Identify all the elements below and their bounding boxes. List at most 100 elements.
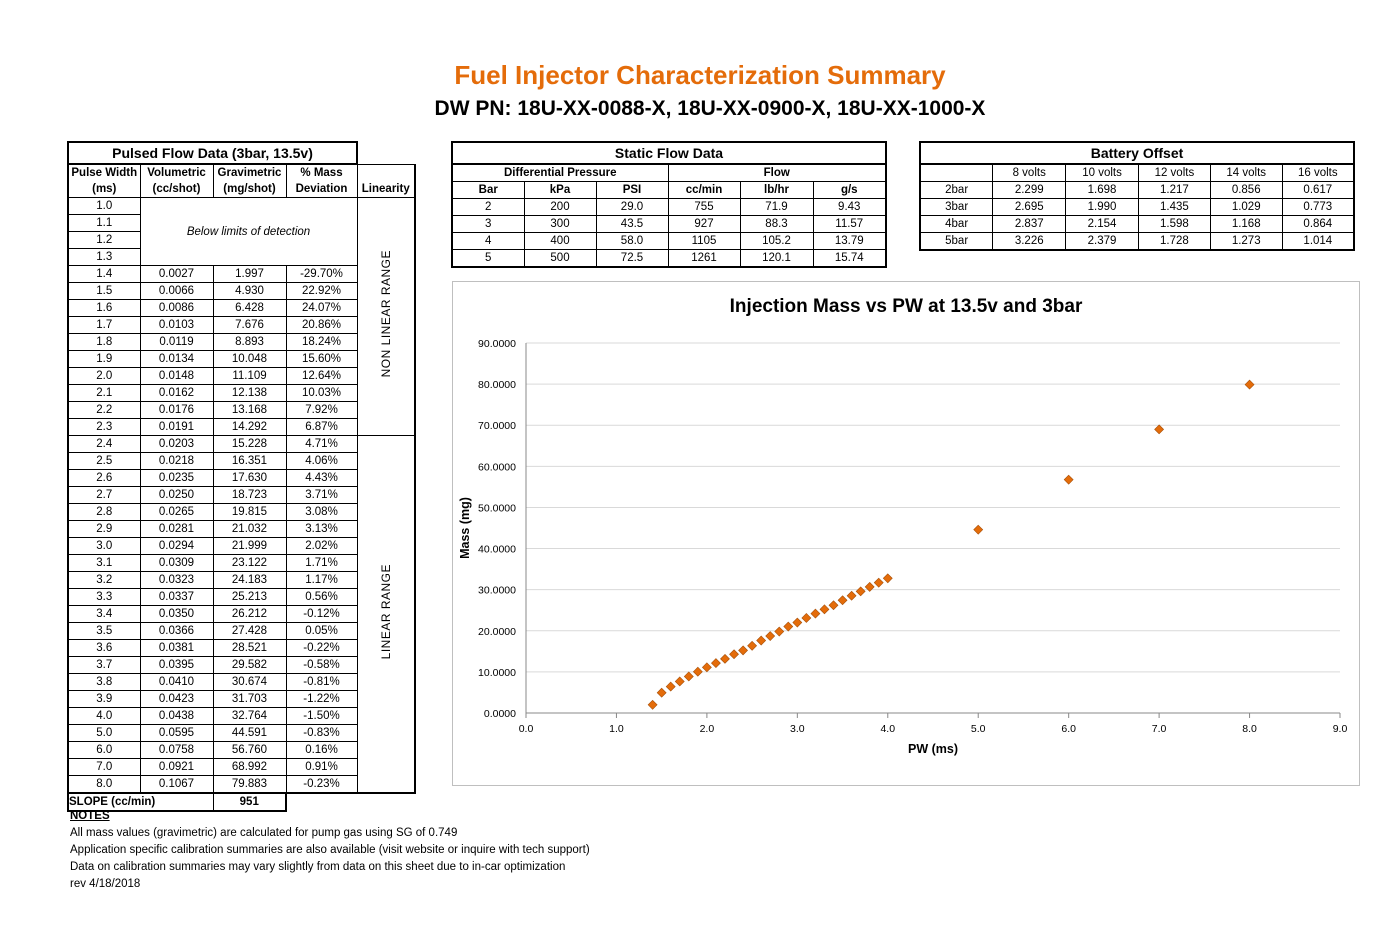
table-row: 2.7 0.0250 18.723 3.71% [67, 486, 415, 504]
data-point [855, 586, 866, 597]
static-cell: 88.3 [739, 215, 814, 233]
battery-header-cell: 8 volts [992, 163, 1067, 182]
volumetric-cell: 0.0103 [139, 316, 214, 334]
data-point [1244, 379, 1255, 390]
deviation-cell: 4.71% [285, 435, 358, 453]
slope-value: 951 [212, 792, 287, 812]
slope-label: SLOPE (cc/min) [67, 792, 214, 812]
volumetric-cell: 0.1067 [139, 775, 214, 794]
pulsed-header-cell: (mg/shot) [212, 181, 287, 198]
page-title: Fuel Injector Characterization Summary [454, 60, 946, 90]
deviation-cell: 0.91% [285, 758, 358, 776]
pulse-width-cell: 2.8 [67, 503, 141, 521]
table-row: 1.6 0.0086 6.428 24.07% [67, 299, 415, 317]
x-tick-label: 0.0 [519, 723, 534, 735]
gravimetric-cell: 26.212 [212, 605, 287, 623]
notes: NOTES All mass values (gravimetric) are … [70, 808, 590, 893]
pulsed-header-cell: % Mass [285, 163, 358, 181]
pulsed-header-cell: (ms) [67, 181, 141, 198]
y-tick-label: 70.0000 [478, 420, 516, 432]
x-tick-label: 9.0 [1333, 723, 1348, 735]
deviation-cell: -1.22% [285, 690, 358, 708]
deviation-cell: -1.50% [285, 707, 358, 725]
gravimetric-cell: 32.764 [212, 707, 287, 725]
data-point [711, 658, 721, 669]
pulse-width-cell: 3.6 [67, 639, 141, 657]
battery-header-cell: 12 volts [1137, 163, 1211, 182]
volumetric-cell: 0.0281 [139, 520, 214, 538]
data-point [774, 626, 785, 637]
gravimetric-cell: 18.723 [212, 486, 287, 504]
volumetric-cell: 0.0309 [139, 554, 214, 572]
static-cell: 5 [451, 249, 525, 268]
table-row: 3.6 0.0381 28.521 -0.22% [67, 639, 415, 657]
x-tick-label: 4.0 [880, 723, 895, 735]
pulse-width-cell: 3.8 [67, 673, 141, 691]
battery-cell: 1.168 [1209, 215, 1283, 233]
gravimetric-cell: 10.048 [212, 350, 287, 368]
deviation-cell: 4.06% [285, 452, 358, 470]
pulse-width-cell: 3.7 [67, 656, 141, 674]
volumetric-cell: 0.0176 [139, 401, 214, 419]
table-row: 3bar 2.695 1.990 1.435 1.029 0.773 [919, 198, 1355, 216]
pulse-width-cell: 3.3 [67, 588, 141, 606]
pulse-width-cell: 2.0 [67, 367, 141, 385]
notes-heading: NOTES [70, 810, 110, 822]
deviation-cell: 4.43% [285, 469, 358, 487]
volumetric-cell: 0.0086 [139, 299, 214, 317]
volumetric-cell: 0.0119 [139, 333, 214, 351]
battery-cell: 1.029 [1209, 198, 1283, 216]
pulse-width-cell: 2.9 [67, 520, 141, 538]
data-point [720, 653, 730, 664]
battery-cell: 1.217 [1137, 181, 1211, 199]
battery-cell: 0.856 [1209, 181, 1283, 199]
pulse-width-cell: 4.0 [67, 707, 141, 725]
battery-header-cell: 16 volts [1281, 163, 1355, 182]
pulse-width-cell: 1.0 [67, 197, 141, 215]
data-point [692, 666, 703, 677]
deviation-cell: 10.03% [285, 384, 358, 402]
pulsed-header-cell: Deviation [285, 181, 358, 198]
gravimetric-cell: 21.032 [212, 520, 287, 538]
battery-cell: 1.990 [1065, 198, 1139, 216]
x-tick-label: 5.0 [971, 723, 986, 735]
pulse-width-cell: 3.1 [67, 554, 141, 572]
data-point [1063, 474, 1074, 485]
volumetric-cell: 0.0148 [139, 367, 214, 385]
gravimetric-cell: 6.428 [212, 299, 287, 317]
y-tick-label: 20.0000 [478, 626, 516, 638]
pulsed-header-cell [356, 163, 416, 181]
deviation-cell: 0.56% [285, 588, 358, 606]
deviation-cell: -0.22% [285, 639, 358, 657]
static-cell: 11.57 [812, 215, 887, 233]
note-line: Application specific calibration summari… [70, 844, 590, 856]
data-point [656, 687, 667, 698]
table-row: 2bar 2.299 1.698 1.217 0.856 0.617 [919, 181, 1355, 199]
pulse-width-cell: 8.0 [67, 775, 141, 794]
gravimetric-cell: 24.183 [212, 571, 287, 589]
gravimetric-cell: 25.213 [212, 588, 287, 606]
deviation-cell: 1.71% [285, 554, 358, 572]
static-cell: 755 [667, 198, 741, 216]
pulse-width-cell: 1.4 [67, 265, 141, 283]
static-header-cell: lb/hr [739, 181, 814, 199]
y-tick-label: 0.0000 [484, 708, 516, 720]
gravimetric-cell: 11.109 [212, 367, 287, 385]
battery-cell: 2.695 [992, 198, 1067, 216]
volumetric-cell: 0.0595 [139, 724, 214, 742]
pulsed-header-cell: Linearity [356, 181, 416, 198]
data-point [819, 604, 830, 615]
static-cell: 105.2 [739, 232, 814, 250]
volumetric-cell: 0.0395 [139, 656, 214, 674]
static-cell: 15.74 [812, 249, 887, 268]
static-group-row: Differential Pressure Flow [451, 163, 887, 182]
gravimetric-cell: 31.703 [212, 690, 287, 708]
table-row: 5bar 3.226 2.379 1.728 1.273 1.014 [919, 232, 1355, 251]
gravimetric-cell: 21.999 [212, 537, 287, 555]
battery-cell: 1.598 [1137, 215, 1211, 233]
static-cell: 2 [451, 198, 525, 216]
volumetric-cell: 0.0758 [139, 741, 214, 759]
pulse-width-cell: 1.5 [67, 282, 141, 300]
static-flow-table: Static Flow Data Differential Pressure Flo… [451, 141, 887, 268]
pulse-width-cell: 6.0 [67, 741, 141, 759]
